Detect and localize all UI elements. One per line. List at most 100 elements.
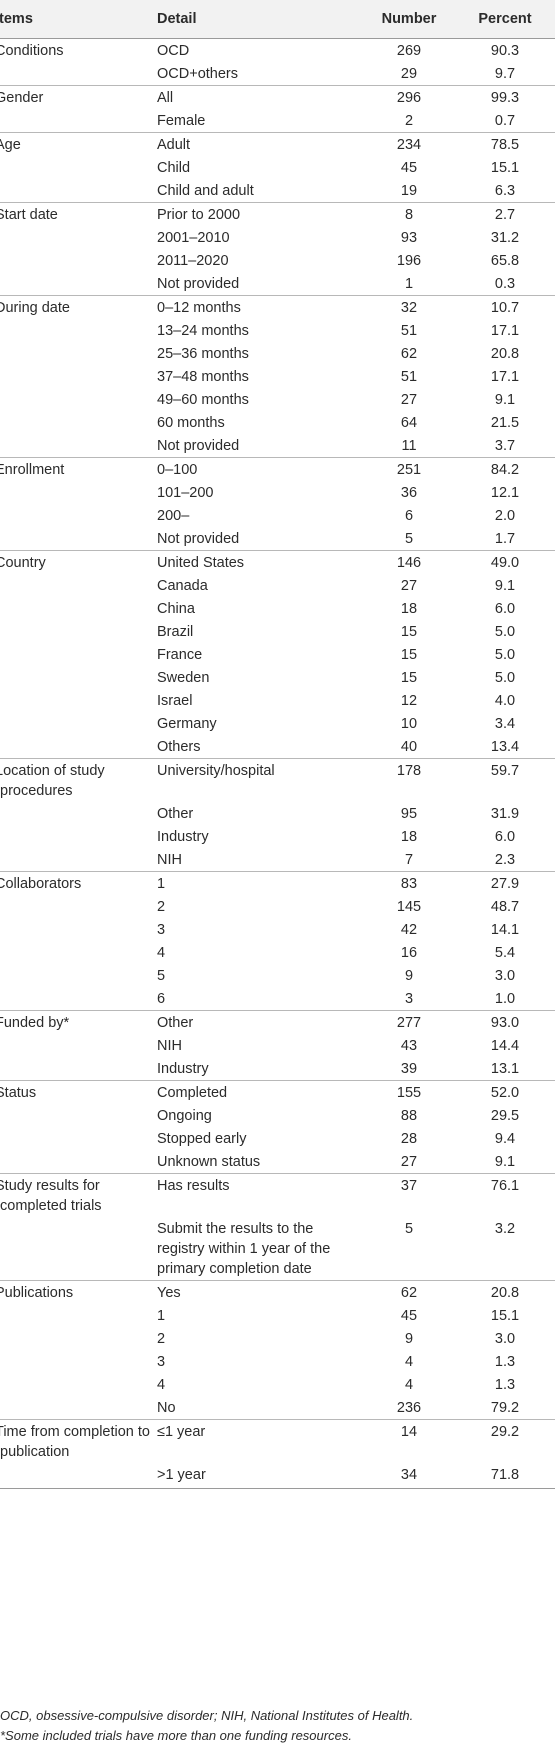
cell-detail: Adult [153,132,363,156]
table-row: Gender All 296 99.3 [0,85,555,109]
cell-percent: 6.3 [494,183,516,199]
table-row: No 236 79.2 [0,1396,555,1420]
cell-detail: Germany [157,716,217,732]
table-row: Study results for completed trials Has re… [0,1173,555,1217]
results-table: Items Detail Number Percent Conditions OC… [0,0,555,1489]
cell-percent: 76.1 [455,1173,555,1217]
cell-number: 145 [396,899,422,915]
cell-percent: 14.4 [490,1038,520,1054]
cell-percent: 99.3 [455,85,555,109]
cell-number: 12 [400,693,418,709]
cell-percent: 59.7 [455,758,555,802]
cell-item: Publications [0,1280,153,1304]
cell-item [0,1373,153,1396]
cell-item [0,504,153,527]
cell-percent: 93.0 [455,1010,555,1034]
table-row: 200– 6 2.0 [0,504,555,527]
cell-percent: 65.8 [490,253,520,269]
cell-item [0,735,153,759]
cell-detail: China [157,601,195,617]
cell-detail: OCD+others [157,66,238,82]
cell-number: 29 [400,66,418,82]
header-detail: Detail [153,0,363,39]
table-row: Germany 10 3.4 [0,712,555,735]
cell-detail: 200– [157,508,190,524]
cell-detail: 0–100 [153,457,363,481]
cell-percent: 13.1 [490,1061,520,1077]
cell-detail: Completed [153,1080,363,1104]
table-row: 13–24 months 51 17.1 [0,319,555,342]
cell-detail: NIH [157,1038,182,1054]
cell-item [0,1034,153,1057]
table-row: Brazil 15 5.0 [0,620,555,643]
table-row: Child and adult 19 6.3 [0,179,555,203]
cell-item: Funded by* [0,1010,153,1034]
cell-item [0,179,153,203]
cell-number: 45 [400,160,418,176]
cell-number: 27 [400,1154,418,1170]
cell-percent: 21.5 [490,415,520,431]
cell-item [0,1350,153,1373]
table-row: Others 40 13.4 [0,735,555,759]
table-header-row: Items Detail Number Percent [0,0,555,39]
cell-item: Status [0,1080,153,1104]
cell-item [0,365,153,388]
cell-item [0,802,153,825]
cell-detail: Brazil [157,624,194,640]
cell-detail: United States [153,550,363,574]
cell-percent: 20.8 [490,346,520,362]
cell-percent: 2.7 [455,202,555,226]
cell-item [0,1104,153,1127]
cell-item [0,1463,153,1489]
cell-percent: 1.3 [494,1377,516,1393]
cell-item: Gender [0,85,153,109]
cell-number: 27 [400,578,418,594]
cell-number: 19 [400,183,418,199]
footnote-abbreviations: OCD, obsessive-compulsive disorder; NIH,… [0,1708,414,1723]
cell-percent: 3.2 [494,1221,516,1237]
cell-number: 88 [400,1108,418,1124]
cell-item [0,895,153,918]
cell-number: 51 [400,323,418,339]
table-row: 5 9 3.0 [0,964,555,987]
cell-percent: 27.9 [455,871,555,895]
cell-number: 9 [404,1331,414,1347]
cell-item [0,620,153,643]
cell-number: 64 [400,415,418,431]
table-row: 6 3 1.0 [0,987,555,1011]
cell-percent: 3.0 [494,968,516,984]
cell-item [0,249,153,272]
cell-number: 8 [363,202,455,226]
cell-item [0,848,153,872]
cell-percent: 10.7 [455,295,555,319]
table-row: StatusCompleted15552.0 [0,1080,555,1104]
cell-item: Study results for completed trials [0,1173,153,1217]
table-row: 2 145 48.7 [0,895,555,918]
cell-item [0,62,153,86]
cell-percent: 0.7 [494,113,516,129]
cell-item [0,1304,153,1327]
cell-item [0,1327,153,1350]
cell-percent: 29.5 [490,1108,520,1124]
cell-detail: ≤1 year [153,1419,363,1463]
table-row: 3 4 1.3 [0,1350,555,1373]
cell-percent: 29.2 [455,1419,555,1463]
cell-percent: 79.2 [490,1400,520,1416]
cell-percent: 6.0 [494,829,516,845]
cell-number: 43 [400,1038,418,1054]
cell-detail: 5 [157,968,166,984]
cell-number: 28 [400,1131,418,1147]
table-row: 2011–2020 196 65.8 [0,249,555,272]
cell-detail: 4 [157,1377,166,1393]
cell-number: 5 [404,531,414,547]
cell-detail: France [157,647,203,663]
cell-percent: 13.4 [490,739,520,755]
cell-percent: 9.7 [494,66,516,82]
cell-percent: 5.0 [494,647,516,663]
cell-number: 155 [363,1080,455,1104]
table-row: 25–36 months 62 20.8 [0,342,555,365]
table-row: Canada 27 9.1 [0,574,555,597]
cell-item [0,1396,153,1420]
cell-item [0,597,153,620]
cell-percent: 14.1 [490,922,520,938]
